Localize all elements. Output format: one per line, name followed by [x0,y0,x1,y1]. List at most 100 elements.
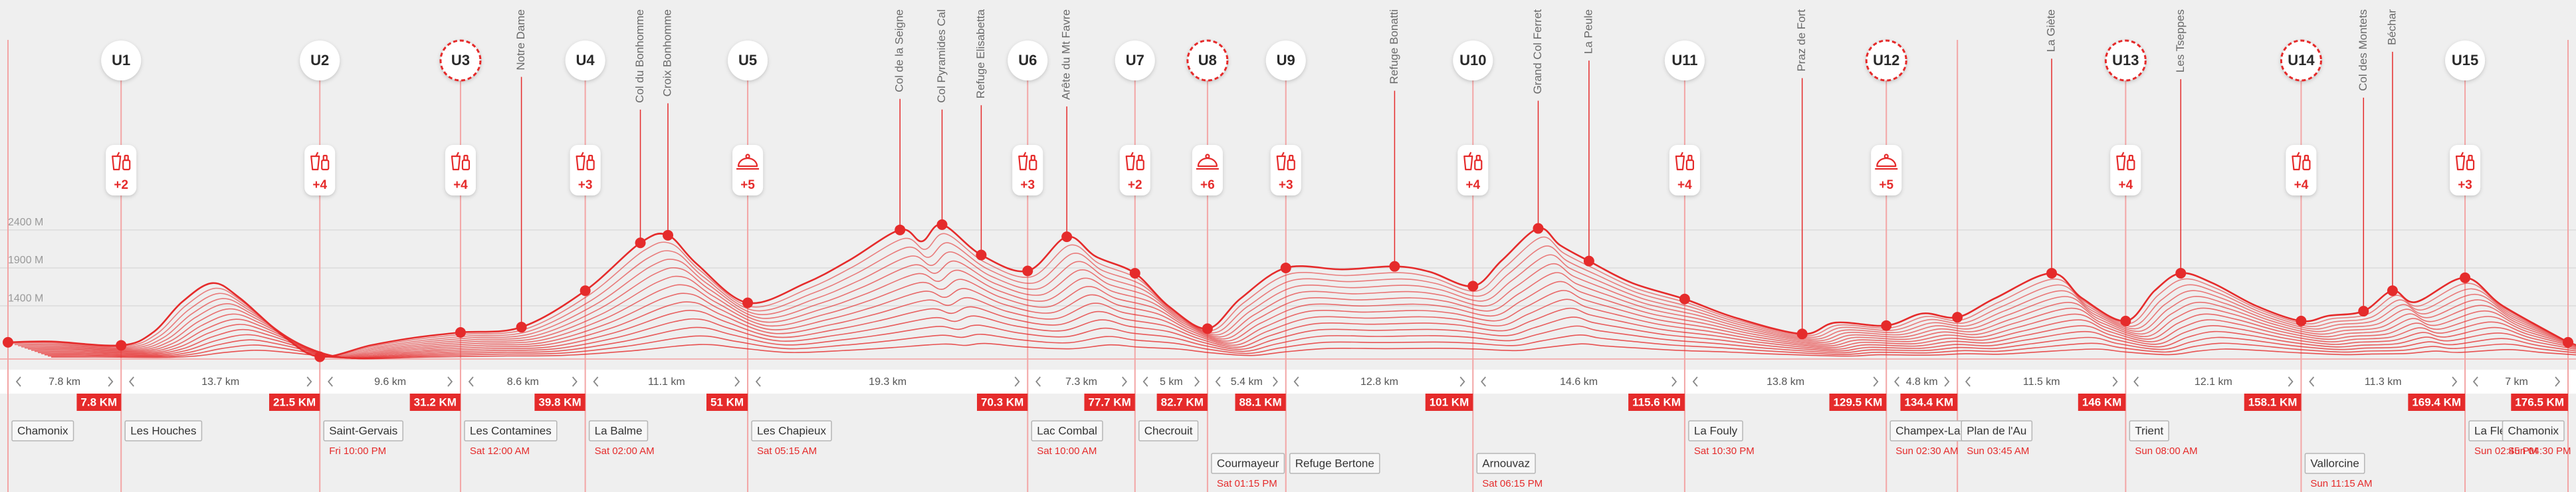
km-label: 158.1 KM [2248,396,2298,408]
elevation-dot [663,229,674,241]
drinks-icon [1463,152,1483,171]
km-label: 21.5 KM [273,396,316,408]
chevron-left [593,376,599,387]
location-box [11,420,74,441]
elevation-dot [455,327,466,338]
supply-count: +3 [2458,178,2472,192]
segment-distance: 5.4 km [1231,376,1263,388]
km-label-box [1156,394,1208,411]
straw [1281,152,1285,157]
location-box [1688,420,1743,441]
supply-count: +4 [2119,178,2133,192]
km-label-box [1829,394,1887,411]
chevron-right [734,376,740,387]
station-code: U12 [1873,52,1899,68]
km-label-box [2244,394,2302,411]
chevron-right [1671,376,1677,387]
pass-label: Grand Col Ferret [1531,9,1544,94]
segment-distance: 7.3 km [1065,376,1097,388]
station-code: U11 [1671,52,1697,68]
drinks-icon [1125,152,1144,171]
station-badge [439,39,482,82]
station-badge [1265,41,1306,80]
chevron-right [2112,376,2118,387]
location-box [2129,420,2169,441]
drinks-icon [310,152,330,171]
location-time: Sat 01:15 PM [1217,478,1277,489]
y-tick-label: 1400 M [8,293,43,304]
elevation-dot [1796,328,1808,340]
location-time: Sat 06:15 PM [1482,478,1543,489]
location-name: Les Contamines [470,424,552,437]
elevation-dot [2296,315,2307,326]
chevron-left [1692,376,1698,387]
km-label: 176.5 KM [2515,396,2564,408]
chevron-left [755,376,761,387]
station-badge [2280,39,2322,82]
location-time: Sat 02:00 AM [595,445,655,457]
station-code: U1 [112,52,130,68]
pass-label: Col de la Seigne [893,9,906,92]
chevron-left [2309,376,2315,387]
location-box [323,420,403,441]
elevation-dot [3,336,13,348]
station-badge [1664,41,1705,80]
segment-distance: 19.3 km [869,376,907,388]
bottle-neck [1138,154,1143,162]
location-time: Fri 10:00 PM [329,445,386,457]
chevron-left [1142,376,1148,387]
distance-band [0,370,2576,394]
km-label-box [1425,394,1473,411]
straw [2121,152,2125,157]
km-label-box [1084,394,1135,411]
supply-count: +2 [1128,178,1142,192]
station-badge [1865,39,1907,82]
location-box [124,420,203,441]
elevation-dot [976,249,987,261]
station-code: U6 [1018,52,1037,68]
elevation-dot [1280,262,1291,273]
station-code: U13 [2112,52,2139,68]
km-label: 39.8 KM [538,396,581,408]
drinks-icon [2455,152,2475,171]
km-label-box [76,394,122,411]
station-badge [1186,39,1229,82]
meal-icon [1196,154,1219,170]
location-name: Arnouvaz [1482,457,1530,469]
elevation-dot [2175,267,2187,279]
km-label: 51 KM [710,396,744,408]
drinks-icon [451,152,471,171]
supply-count: +6 [1200,178,1215,192]
station-code: U7 [1126,52,1144,68]
km-label: 88.1 KM [1239,396,1281,408]
pass-label: Notre Dame [514,9,527,70]
bottle-neck [1475,154,1481,162]
chevron-left [1894,376,1899,387]
location-name: La Fouly [1694,424,1738,437]
location-name: Plan de l'Au [1967,424,2026,437]
segment-distance: 13.8 km [1767,376,1804,388]
straw [1468,152,1472,157]
station-badge [1453,41,1493,80]
drinks-icon [1675,152,1694,171]
elevation-dot [516,322,527,333]
elevation-dot [314,351,326,362]
station-code: U15 [2452,52,2478,68]
location-time: Sun 02:45 PM [2474,445,2537,457]
drinks-icon [2292,152,2311,171]
chevron-left [1215,376,1221,387]
drinks-icon [112,152,131,171]
chevron-left [15,376,21,387]
pass-label: Col des Montets [2357,9,2369,91]
drinks-icon [1276,152,1295,171]
station-badge [2104,39,2147,82]
bottle-neck [588,154,593,162]
bottle-neck [1289,154,1294,162]
station-badge [728,41,768,80]
km-label: 101 KM [1430,396,1469,408]
station-badge [101,41,142,80]
pass-label: Arête du Mt Favre [1060,9,1073,100]
elevation-dot [1202,323,1213,334]
drinks-icon [576,152,595,171]
cloche-knob [745,154,750,159]
